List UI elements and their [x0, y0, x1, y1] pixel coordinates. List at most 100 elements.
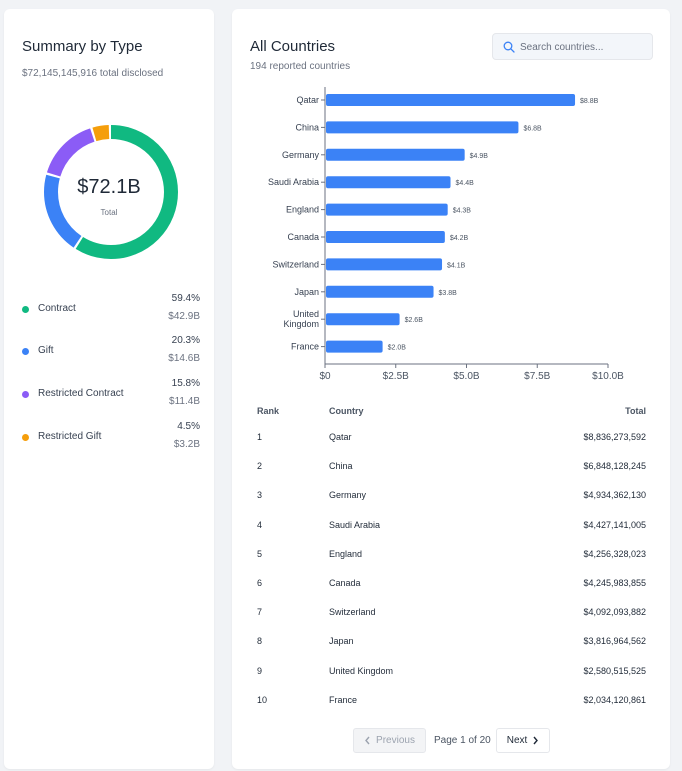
total-cell: $4,934,362,130 — [583, 490, 646, 501]
rank-cell: 4 — [257, 519, 263, 530]
column-header-total[interactable]: Total — [625, 406, 646, 416]
legend-label: Contract — [38, 303, 76, 314]
rank-cell: 5 — [257, 548, 263, 559]
bar-value-label: $8.8B — [580, 98, 599, 105]
total-cell: $4,092,093,882 — [583, 607, 646, 618]
table-row[interactable]: 2 China $6,848,128,245 — [232, 461, 670, 490]
donut-segment-gift[interactable] — [44, 125, 178, 259]
page-indicator: Page 1 of 20 — [434, 735, 491, 746]
search-icon — [503, 41, 515, 53]
country-cell: France — [329, 694, 358, 705]
legend-amount: $42.9B — [168, 311, 200, 322]
total-cell: $2,580,515,525 — [583, 665, 646, 676]
chevron-right-icon — [533, 736, 539, 745]
legend-percent: 15.8% — [171, 378, 200, 389]
country-cell: China — [329, 461, 353, 472]
bar-france[interactable] — [326, 340, 383, 353]
previous-page-button[interactable]: Previous — [353, 728, 426, 753]
bar-canada[interactable] — [326, 231, 445, 243]
country-cell: Saudi Arabia — [329, 519, 381, 530]
y-tick-label: China — [295, 122, 319, 132]
country-cell: Canada — [329, 578, 361, 588]
bar-qatar[interactable] — [326, 94, 576, 106]
country-cell: Switzerland — [329, 607, 376, 618]
y-tick-label: Germany — [282, 150, 320, 160]
table-row[interactable]: 3 Germany $4,934,362,130 — [232, 490, 670, 519]
x-tick-label: $0 — [319, 371, 331, 382]
rank-cell: 7 — [257, 607, 263, 618]
y-tick-label: Qatar — [296, 95, 319, 105]
legend-label: Gift — [38, 345, 54, 356]
countries-title: All Countries — [250, 38, 336, 55]
type-donut-chart — [44, 125, 178, 259]
bar-value-label: $6.8B — [523, 125, 542, 132]
bar-united-kingdom[interactable] — [326, 313, 400, 326]
y-tick-label: United Kingdom — [283, 309, 319, 329]
table-row[interactable]: 6 Canada $4,245,983,855 — [232, 578, 670, 607]
legend-dot — [22, 434, 29, 441]
summary-subtitle: $72,145,145,916 total disclosed — [22, 68, 164, 79]
x-tick-label: $5.0B — [453, 371, 479, 382]
total-cell: $6,848,128,245 — [583, 461, 646, 472]
total-cell: $3,816,964,562 — [583, 636, 646, 647]
legend-amount: $14.6B — [168, 353, 200, 364]
search-box[interactable] — [492, 33, 653, 60]
legend-label: Restricted Gift — [38, 431, 102, 442]
column-header-rank[interactable]: Rank — [257, 406, 280, 416]
legend-dot — [22, 306, 29, 313]
legend-item-contract: Contract 59.4% $42.9B — [22, 291, 200, 327]
country-cell: Japan — [329, 636, 354, 647]
total-cell: $2,034,120,861 — [583, 694, 646, 705]
bar-value-label: $4.9B — [470, 153, 489, 160]
bar-germany[interactable] — [326, 148, 465, 161]
country-cell: Germany — [329, 490, 367, 501]
legend-dot — [22, 348, 29, 355]
bar-value-label: $2.6B — [405, 317, 424, 324]
table-row[interactable]: 1 Qatar $8,836,273,592 — [232, 432, 670, 461]
legend-percent: 59.4% — [171, 293, 200, 304]
previous-label: Previous — [376, 735, 415, 746]
bar-value-label: $4.2B — [450, 235, 469, 242]
country-cell: England — [329, 548, 363, 559]
x-tick-label: $10.0B — [592, 371, 624, 382]
country-cell: United Kingdom — [329, 665, 394, 676]
bar-value-label: $2.0B — [388, 345, 407, 352]
search-input[interactable] — [520, 38, 648, 56]
legend-item-restricted-contract: Restricted Contract 15.8% $11.4B — [22, 376, 200, 412]
next-label: Next — [506, 735, 528, 746]
bar-switzerland[interactable] — [326, 258, 443, 271]
bar-value-label: $4.4B — [456, 180, 475, 187]
x-tick-label: $2.5B — [383, 371, 409, 382]
table-row[interactable]: 9 United Kingdom $2,580,515,525 — [232, 666, 670, 695]
legend-dot — [22, 391, 29, 398]
bar-england[interactable] — [326, 203, 448, 216]
next-page-button[interactable]: Next — [496, 728, 550, 753]
table-row[interactable]: 4 Saudi Arabia $4,427,141,005 — [232, 520, 670, 549]
bar-china[interactable] — [326, 121, 519, 134]
legend-amount: $11.4B — [169, 396, 200, 407]
rank-cell: 3 — [257, 490, 263, 501]
donut-segment-contract[interactable] — [44, 125, 178, 259]
rank-cell: 8 — [257, 636, 263, 647]
legend-item-restricted-gift: Restricted Gift 4.5% $3.2B — [22, 419, 200, 455]
table-row[interactable]: 10 France $2,034,120,861 — [232, 695, 670, 724]
total-cell: $4,256,328,023 — [583, 548, 646, 559]
table-row[interactable]: 8 Japan $3,816,964,562 — [232, 636, 670, 665]
y-tick-label: France — [291, 342, 319, 352]
legend-label: Restricted Contract — [38, 388, 124, 399]
country-cell: Qatar — [329, 432, 352, 442]
bar-japan[interactable] — [326, 285, 434, 298]
legend-item-gift: Gift 20.3% $14.6B — [22, 333, 200, 369]
y-tick-label: Japan — [294, 287, 319, 297]
column-header-country[interactable]: Country — [329, 406, 364, 416]
table-row[interactable]: 7 Switzerland $4,092,093,882 — [232, 607, 670, 636]
table-row[interactable]: 5 England $4,256,328,023 — [232, 549, 670, 578]
rank-cell: 10 — [257, 694, 268, 705]
x-tick-label: $7.5B — [524, 371, 550, 382]
summary-card: Summary by Type $72,145,145,916 total di… — [4, 9, 214, 769]
rank-cell: 2 — [257, 461, 263, 472]
y-tick-label: Saudi Arabia — [268, 177, 319, 187]
y-tick-label: Switzerland — [272, 259, 319, 269]
countries-subtitle: 194 reported countries — [250, 61, 351, 72]
bar-saudi-arabia[interactable] — [326, 176, 451, 189]
